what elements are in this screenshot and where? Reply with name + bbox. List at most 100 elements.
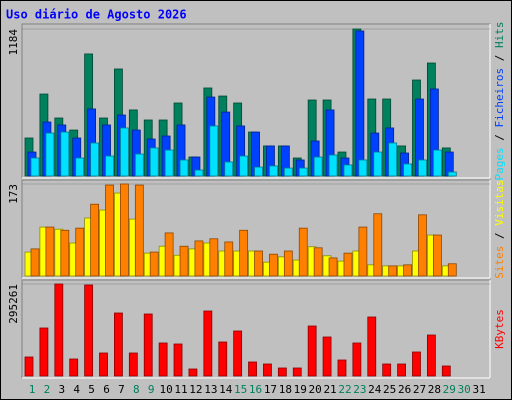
bar	[149, 251, 159, 277]
bar	[254, 166, 263, 177]
bar	[30, 157, 40, 177]
x-tick-label: 10	[160, 383, 173, 396]
bar	[149, 147, 159, 177]
x-tick-label: 31	[472, 383, 485, 396]
bar	[343, 164, 353, 177]
x-tick-label: 11	[174, 383, 187, 396]
x-tick-label: 22	[338, 383, 351, 396]
bar	[114, 312, 123, 377]
x-tick-label: 2	[44, 383, 51, 396]
bar	[134, 184, 144, 277]
bar	[382, 363, 392, 377]
bar	[218, 341, 228, 377]
bar	[224, 241, 234, 277]
bar	[239, 229, 249, 277]
legend: KBytes	[493, 309, 506, 349]
bar	[373, 151, 383, 177]
bar	[179, 159, 189, 177]
x-tick-label: 13	[204, 383, 217, 396]
bar	[188, 368, 198, 377]
bar	[105, 184, 114, 277]
bar	[418, 214, 427, 277]
bar	[337, 359, 347, 377]
bar	[69, 358, 79, 377]
bar	[298, 167, 308, 177]
bar	[283, 250, 293, 277]
y-tick-label: 295261	[7, 284, 20, 324]
bar	[367, 316, 377, 377]
bar	[128, 352, 138, 377]
bar	[203, 310, 213, 377]
chart-title: Uso diário de Agosto 2026	[6, 8, 187, 22]
legend-entry: KBytes	[493, 309, 506, 349]
y-tick-label: 173	[7, 184, 20, 204]
legend-separator: /	[493, 226, 506, 246]
bar	[120, 127, 129, 177]
bar	[358, 159, 368, 177]
bar	[397, 363, 406, 377]
bar	[224, 161, 234, 177]
x-tick-label: 19	[294, 383, 307, 396]
bar	[173, 343, 183, 377]
x-tick-label: 23	[353, 383, 366, 396]
legend: Sites / Visitas	[493, 179, 506, 278]
bar	[84, 284, 94, 377]
bar	[263, 363, 272, 377]
bar	[441, 365, 451, 377]
x-tick-label: 1	[29, 383, 36, 396]
bar	[194, 169, 204, 177]
bar	[283, 167, 293, 177]
bar	[426, 334, 436, 377]
bar	[277, 367, 287, 377]
bar	[179, 245, 189, 277]
bar	[403, 264, 412, 277]
x-tick-label: 4	[73, 383, 80, 396]
x-tick-label: 25	[383, 383, 396, 396]
bar	[254, 250, 263, 277]
bar	[292, 367, 302, 377]
x-tick-label: 21	[323, 383, 336, 396]
bar	[388, 265, 398, 277]
legend-entry: Hits	[493, 22, 506, 49]
x-tick-label: 18	[279, 383, 292, 396]
x-tick-label: 24	[368, 383, 382, 396]
bar	[45, 132, 55, 177]
x-tick-label: 3	[58, 383, 65, 396]
bar	[54, 283, 64, 377]
legend-separator: /	[493, 48, 506, 68]
legend-entry: Ficheiros	[493, 68, 506, 128]
bar	[39, 327, 49, 377]
bar	[60, 131, 70, 177]
bar	[358, 226, 368, 277]
x-tick-label: 27	[413, 383, 426, 396]
x-tick-label: 5	[88, 383, 95, 396]
bar	[164, 149, 174, 177]
bar	[60, 229, 70, 277]
bar	[90, 203, 100, 277]
bar	[209, 125, 219, 177]
bar	[239, 155, 249, 177]
bar	[432, 234, 442, 277]
x-tick-label: 9	[148, 383, 155, 396]
y-tick-label: 1184	[7, 29, 20, 56]
x-tick-label: 12	[189, 383, 202, 396]
bar	[313, 247, 323, 277]
x-tick-label: 6	[103, 383, 110, 396]
bar	[194, 240, 204, 277]
bar	[134, 153, 144, 177]
bar	[233, 330, 243, 377]
x-tick-label: 29	[443, 383, 456, 396]
x-tick-label: 26	[398, 383, 411, 396]
bar	[328, 154, 338, 177]
bar	[412, 351, 421, 377]
bar	[248, 361, 257, 377]
bar	[75, 157, 85, 177]
bar	[388, 142, 398, 177]
bar	[328, 257, 338, 277]
bar	[269, 253, 278, 277]
bar	[143, 313, 153, 377]
bar	[158, 342, 168, 377]
legend: Pages / Ficheiros / Hits	[493, 22, 506, 181]
bar	[105, 155, 114, 177]
